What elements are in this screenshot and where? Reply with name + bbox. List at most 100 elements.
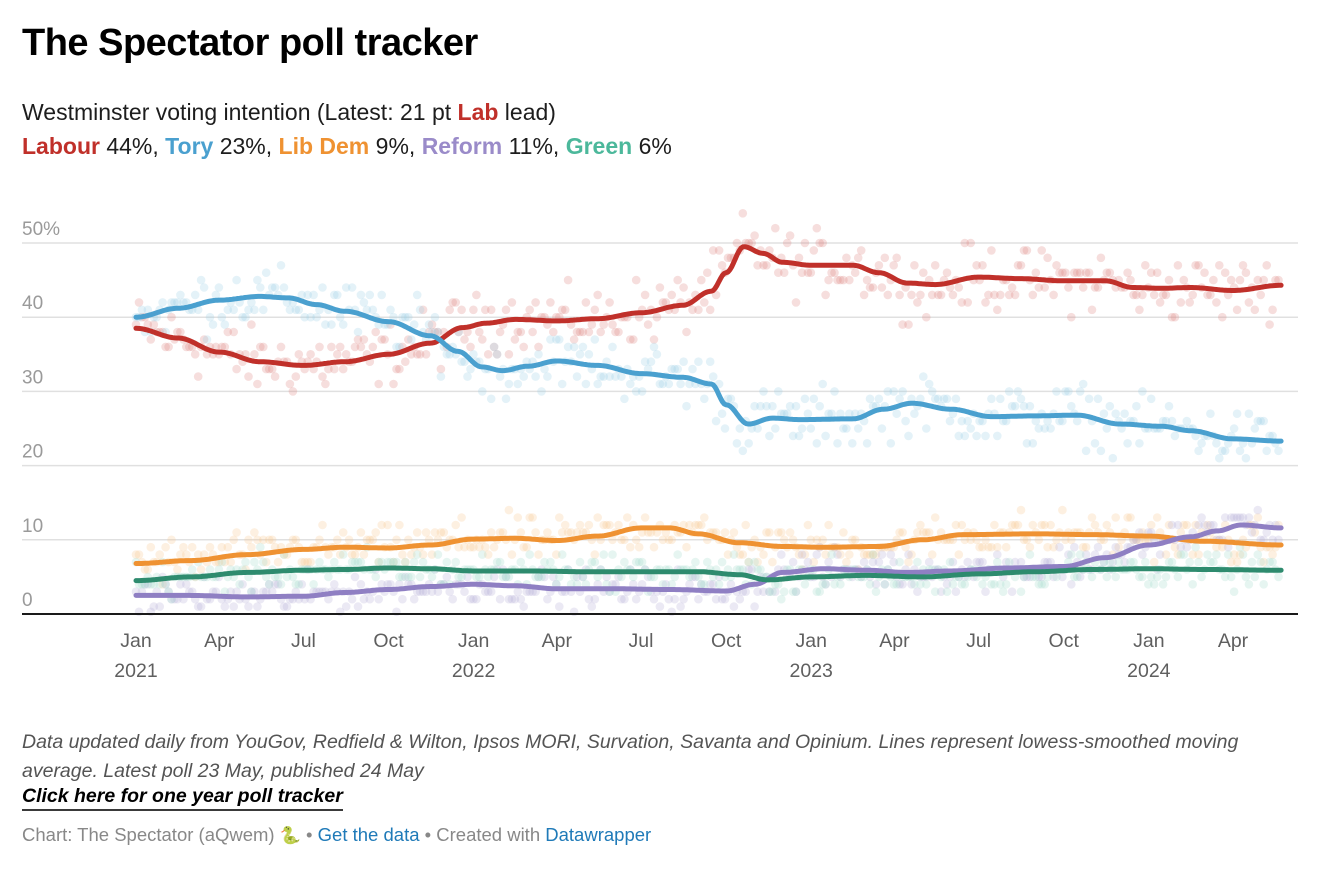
- poll-dot: [705, 357, 715, 366]
- poll-dot: [347, 594, 357, 604]
- poll-dot: [241, 557, 250, 567]
- poll-dot: [948, 290, 958, 300]
- poll-dot: [951, 520, 961, 530]
- poll-dot: [916, 394, 925, 404]
- poll-dot: [880, 580, 890, 589]
- poll-dot: [717, 594, 727, 604]
- poll-dot: [199, 550, 209, 559]
- poll-dot: [685, 572, 694, 582]
- poll-dot: [398, 550, 407, 559]
- poll-dot: [161, 542, 170, 552]
- poll-dot: [463, 372, 472, 381]
- poll-dot: [590, 305, 600, 315]
- poll-dot: [930, 587, 940, 596]
- poll-dot: [1007, 587, 1017, 596]
- poll-dot: [723, 394, 733, 404]
- x-tick-year: 2022: [452, 660, 495, 682]
- poll-dot: [504, 572, 514, 582]
- poll-dot: [1052, 535, 1061, 545]
- x-tick-label: Jan: [795, 630, 826, 652]
- poll-dot: [560, 520, 570, 530]
- poll-dot: [327, 342, 336, 352]
- poll-dot: [895, 557, 904, 567]
- poll-dot: [176, 550, 185, 559]
- poll-dot: [1206, 557, 1215, 567]
- poll-dot: [685, 580, 694, 589]
- poll-dot: [193, 372, 203, 381]
- poll-dot: [640, 357, 650, 366]
- poll-dot: [1114, 542, 1123, 552]
- poll-dot: [605, 520, 614, 530]
- poll-dot: [1232, 557, 1242, 567]
- poll-dot: [735, 565, 745, 574]
- poll-dot: [889, 580, 898, 589]
- poll-dot: [1078, 542, 1088, 552]
- poll-dot: [664, 379, 674, 389]
- poll-dot: [741, 587, 750, 596]
- poll-dot: [1075, 572, 1085, 582]
- poll-dot: [1078, 283, 1088, 292]
- poll-dot: [146, 542, 156, 552]
- poll-dot: [581, 379, 591, 389]
- poll-dot: [697, 580, 706, 589]
- poll-dot: [1226, 275, 1236, 285]
- poll-dot: [1070, 572, 1079, 582]
- poll-dot: [563, 528, 573, 537]
- poll-dot: [389, 379, 398, 389]
- poll-dot: [404, 335, 413, 344]
- poll-dot: [555, 335, 564, 344]
- poll-dot: [407, 550, 416, 559]
- trend-line-lib-dem: [133, 525, 1284, 566]
- poll-dot: [566, 528, 576, 537]
- poll-dot: [1016, 394, 1026, 404]
- poll-dot: [294, 350, 304, 359]
- poll-dot: [427, 587, 437, 596]
- poll-dot: [179, 542, 188, 552]
- poll-dot: [1135, 439, 1144, 448]
- poll-dot: [489, 342, 499, 352]
- poll-dot: [232, 275, 241, 285]
- poll-dot: [842, 253, 851, 263]
- poll-dot: [667, 364, 676, 374]
- poll-dot: [463, 572, 472, 582]
- poll-dot: [1265, 431, 1274, 441]
- poll-dot: [578, 572, 588, 582]
- one-year-tracker-link[interactable]: Click here for one year poll tracker: [22, 785, 343, 811]
- poll-dot: [1146, 520, 1156, 530]
- poll-dot: [318, 283, 327, 292]
- poll-dot: [1209, 520, 1218, 530]
- poll-dot: [1061, 535, 1070, 545]
- poll-dot: [578, 342, 588, 352]
- poll-dot: [821, 290, 830, 300]
- get-the-data-link[interactable]: Get the data: [317, 824, 420, 845]
- poll-dot: [341, 350, 351, 359]
- poll-dot: [975, 416, 984, 426]
- poll-dot: [883, 387, 893, 396]
- poll-dot: [614, 327, 623, 337]
- poll-dot: [729, 528, 739, 537]
- poll-dot: [924, 528, 934, 537]
- poll-dot: [412, 550, 422, 559]
- poll-dot: [1067, 535, 1076, 545]
- x-tick-year: 2024: [1127, 660, 1171, 682]
- trend-line-tory: [133, 293, 1284, 444]
- poll-dot: [353, 602, 363, 611]
- poll-dot: [1007, 283, 1017, 292]
- poll-dot: [557, 379, 567, 389]
- poll-dot: [788, 557, 798, 567]
- poll-dot: [667, 580, 676, 589]
- poll-dot: [771, 424, 780, 433]
- poll-dot: [395, 364, 404, 374]
- poll-dot: [587, 602, 597, 611]
- datawrapper-link[interactable]: Datawrapper: [545, 824, 652, 845]
- poll-dot: [871, 580, 881, 589]
- poll-dot: [1067, 401, 1076, 411]
- poll-dot: [1055, 268, 1064, 277]
- poll-dot: [1016, 261, 1026, 270]
- poll-dot: [1031, 572, 1041, 582]
- gridlines: [22, 242, 1298, 541]
- poll-dot: [516, 528, 526, 537]
- poll-dot: [1052, 387, 1061, 396]
- poll-dot: [501, 572, 511, 582]
